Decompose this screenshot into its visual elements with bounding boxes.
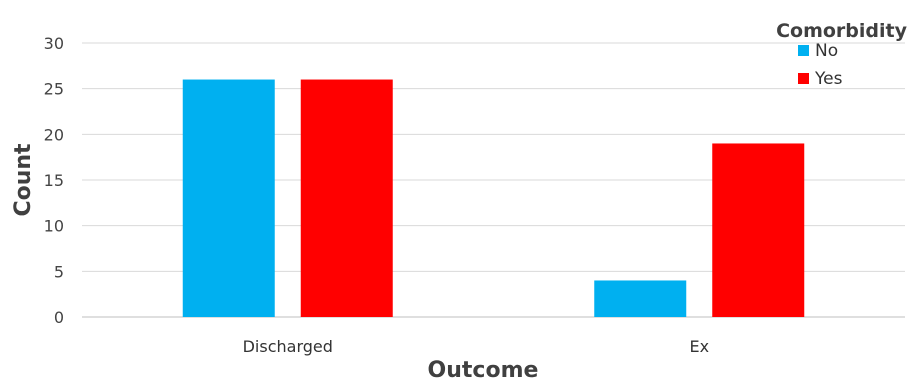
y-tick-label: 10 <box>44 217 64 236</box>
y-tick-label: 20 <box>44 125 64 144</box>
bar-ex-no <box>594 280 687 317</box>
x-category-label: Ex <box>689 337 709 356</box>
bars <box>182 79 805 318</box>
legend-title: Comorbidity <box>776 20 908 42</box>
bar-discharged-no <box>182 79 275 318</box>
bar-discharged-yes <box>300 79 393 318</box>
y-tick-label: 5 <box>54 262 64 281</box>
y-tick-label: 25 <box>44 80 64 99</box>
y-axis-ticks: 0 5 10 15 20 25 30 <box>44 34 64 327</box>
y-axis-title: Count <box>11 143 36 217</box>
legend-label-yes: Yes <box>814 69 843 89</box>
legend-swatch-yes <box>798 73 809 84</box>
bar-ex-yes <box>712 143 805 317</box>
legend: Comorbidity No Yes <box>776 20 908 89</box>
x-axis-categories: Discharged Ex <box>243 337 709 356</box>
y-tick-label: 0 <box>54 308 64 327</box>
x-category-label: Discharged <box>243 337 333 356</box>
y-tick-label: 15 <box>44 171 64 190</box>
legend-label-no: No <box>815 41 838 61</box>
x-axis-title: Outcome <box>428 358 539 382</box>
legend-swatch-no <box>798 45 809 56</box>
y-tick-label: 30 <box>44 34 64 53</box>
